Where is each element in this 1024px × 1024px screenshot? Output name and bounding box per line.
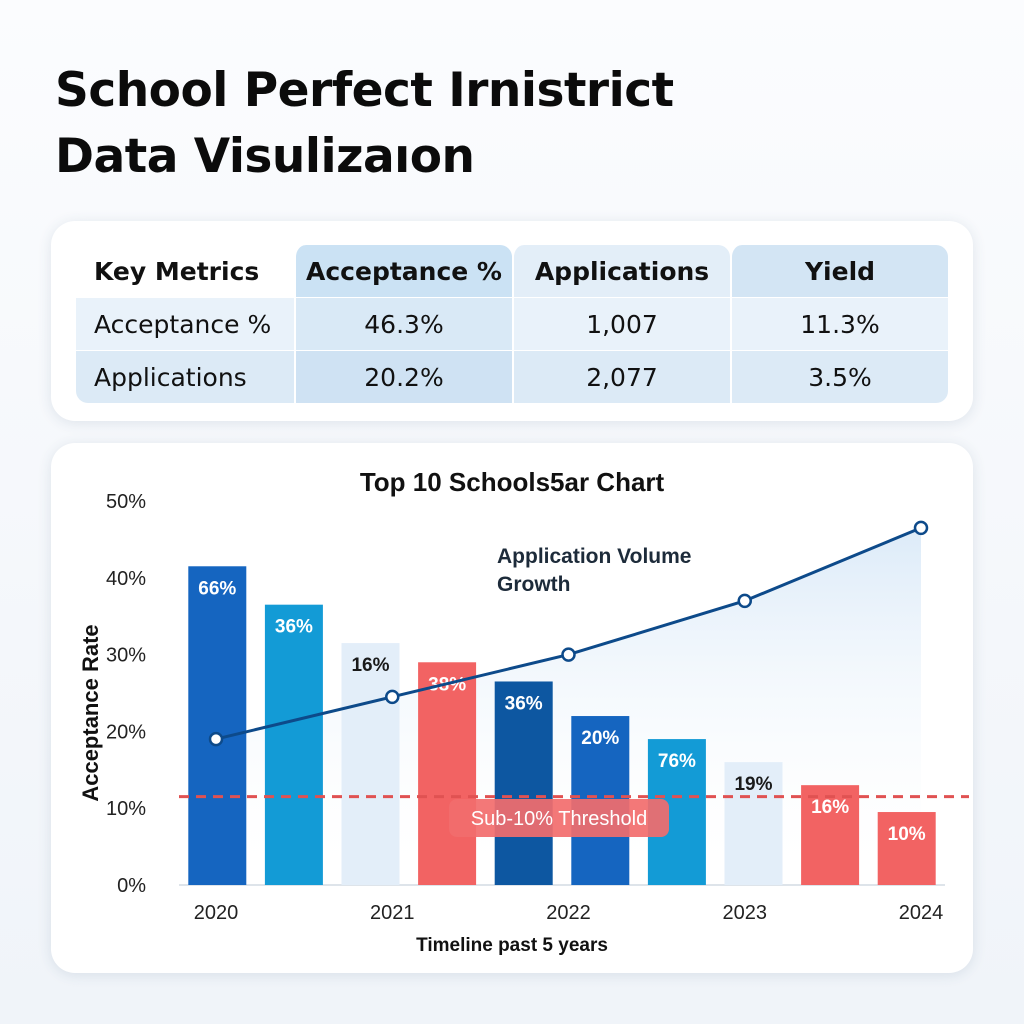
bar-layer: 66%36%16%38%36%20%76%19%16%10% bbox=[188, 566, 936, 885]
bar-data-label: 16% bbox=[351, 655, 389, 676]
line-series-label: Application Volume bbox=[497, 545, 691, 568]
table-row: Applications 20.2% 2,077 3.5% bbox=[76, 350, 948, 403]
applications-cell: 1,007 bbox=[512, 297, 730, 350]
bar bbox=[877, 812, 936, 885]
bar bbox=[418, 662, 477, 885]
yield-cell: 3.5% bbox=[730, 350, 948, 403]
y-axis-label: Acceptance Rate bbox=[78, 624, 103, 801]
column-header-yield: Yield bbox=[730, 245, 948, 297]
y-tick-label: 10% bbox=[106, 798, 146, 820]
bar-data-label: 76% bbox=[658, 751, 696, 772]
line-layer: Application Volume Growth bbox=[208, 520, 929, 747]
bar-data-label: 16% bbox=[811, 797, 849, 818]
row-label: Applications bbox=[76, 350, 294, 403]
acceptance-cell: 20.2% bbox=[294, 350, 512, 403]
row-label: Acceptance % bbox=[76, 297, 294, 350]
bar bbox=[801, 785, 860, 885]
x-tick-label: 2023 bbox=[723, 902, 768, 924]
x-tick-label: 2022 bbox=[546, 902, 591, 924]
column-header-acceptance: Acceptance % bbox=[294, 245, 512, 297]
line-series-point bbox=[208, 731, 224, 747]
line-series-point bbox=[737, 593, 752, 609]
x-tick-label: 2024 bbox=[899, 902, 944, 924]
page-title-line-1: School Perfect Irnistrict bbox=[55, 63, 674, 118]
bar bbox=[341, 643, 400, 885]
metrics-table: Key Metrics Acceptance % Applications Yi… bbox=[76, 245, 948, 403]
y-tick-label: 0% bbox=[117, 875, 146, 897]
bar bbox=[494, 681, 553, 885]
page-title: School Perfect Irnistrict Data Visulizaı… bbox=[55, 58, 674, 190]
yield-cell: 11.3% bbox=[730, 297, 948, 350]
bar bbox=[724, 762, 783, 885]
bar-chart: Top 10 Schools5ar Chart Acceptance Rate … bbox=[78, 467, 969, 956]
bar-data-label: 20% bbox=[581, 728, 619, 749]
threshold-label: Sub-10% Threshold bbox=[471, 808, 647, 830]
threshold-layer: Sub-10% Threshold bbox=[179, 795, 969, 837]
line-series-point bbox=[385, 689, 400, 705]
metrics-table-header-row: Key Metrics Acceptance % Applications Yi… bbox=[76, 245, 948, 297]
x-tick-label: 2021 bbox=[370, 902, 415, 924]
axis-layer: 0% 10% 20% 30% 40% 50% 2020 2021 2022 2023 2024 bbox=[106, 491, 943, 924]
bar-data-label: 19% bbox=[734, 774, 772, 795]
column-header-key-metrics: Key Metrics bbox=[76, 245, 294, 297]
y-tick-label: 30% bbox=[106, 645, 146, 667]
bar bbox=[264, 604, 323, 885]
bar-data-label: 36% bbox=[275, 617, 313, 638]
table-row: Acceptance % 46.3% 1,007 11.3% bbox=[76, 297, 948, 350]
x-axis-label: Timeline past 5 years bbox=[416, 935, 608, 956]
y-tick-label: 20% bbox=[106, 721, 146, 743]
chart-card: Top 10 Schools5ar Chart Acceptance Rate … bbox=[51, 443, 973, 973]
bar bbox=[188, 566, 247, 885]
line-series-point bbox=[561, 647, 576, 662]
bar-data-label: 10% bbox=[888, 824, 926, 845]
acceptance-cell: 46.3% bbox=[294, 297, 512, 350]
line-series-label: Growth bbox=[497, 573, 571, 596]
line-series-point bbox=[913, 520, 929, 536]
metrics-table-card: Key Metrics Acceptance % Applications Yi… bbox=[51, 221, 973, 421]
column-header-applications: Applications bbox=[512, 245, 730, 297]
applications-cell: 2,077 bbox=[512, 350, 730, 403]
y-tick-label: 50% bbox=[106, 491, 146, 513]
page-title-line-2: Data Visulizaıon bbox=[55, 129, 475, 184]
bar-data-label: 66% bbox=[198, 578, 236, 599]
x-tick-label: 2020 bbox=[194, 902, 239, 924]
threshold-label-background bbox=[449, 799, 669, 837]
chart-title: Top 10 Schools5ar Chart bbox=[360, 467, 665, 497]
bar-data-label: 36% bbox=[505, 693, 543, 714]
y-tick-label: 40% bbox=[106, 568, 146, 590]
